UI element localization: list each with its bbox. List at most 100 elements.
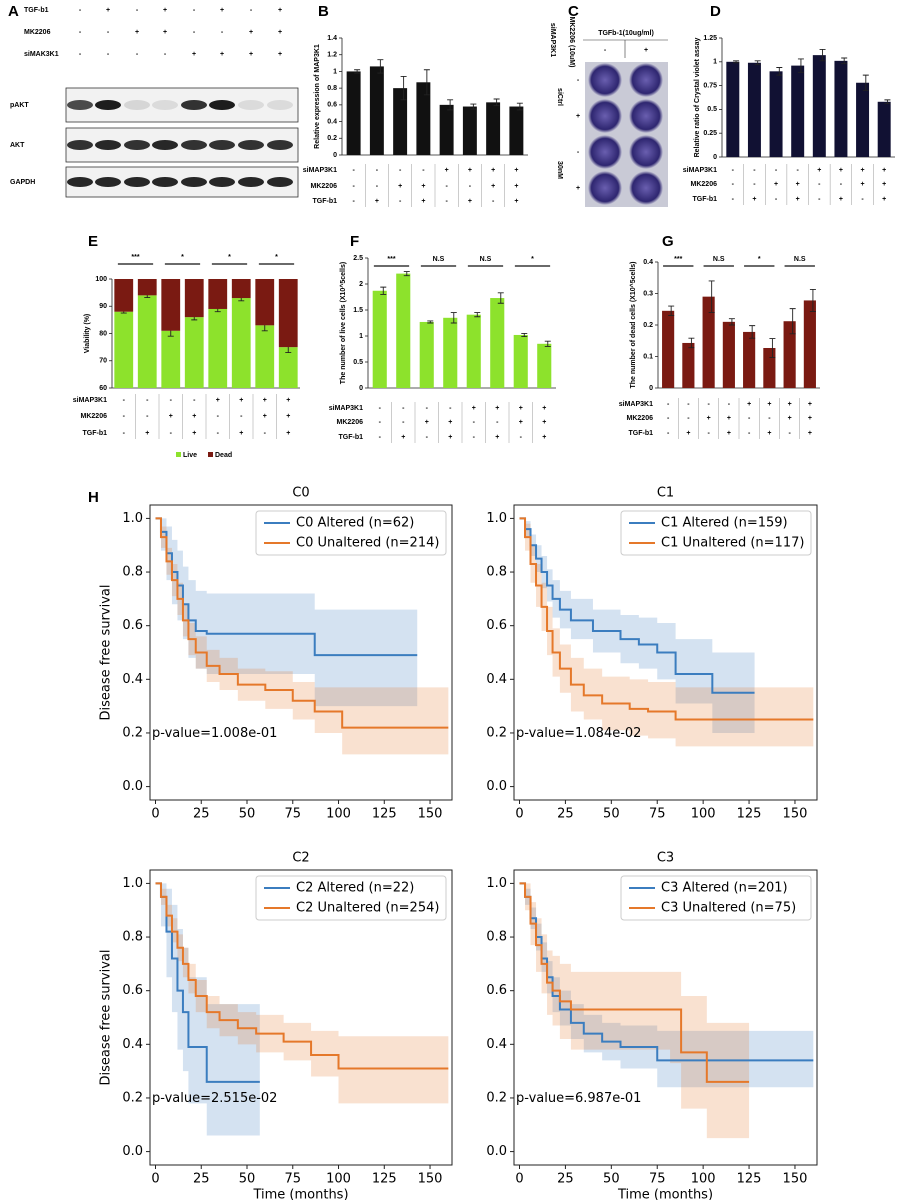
x-tick-label: 150 [418, 1172, 443, 1187]
error-bar [708, 280, 715, 313]
condition-sign: + [491, 183, 495, 190]
confidence-band [519, 883, 750, 1139]
panel-label: D [710, 3, 721, 20]
condition-sign: + [495, 434, 499, 441]
x-tick-label: 75 [284, 1172, 301, 1187]
well [629, 63, 663, 97]
error-bar [493, 98, 500, 107]
condition-sign: + [767, 430, 771, 437]
well [588, 99, 622, 133]
plate-column-label: TGFb-1(10ug/ml) [598, 30, 654, 37]
condition-sign: - [164, 51, 167, 58]
condition-sign: - [687, 415, 690, 422]
survival-line [519, 517, 755, 694]
plate-row: + [576, 185, 580, 192]
condition-sign: - [264, 430, 267, 437]
error-bar [754, 60, 761, 66]
bar [834, 60, 848, 157]
annotation: p-value=1.008e-01 [152, 726, 277, 741]
confidence-band [155, 518, 449, 755]
significance-label: N.S [433, 256, 445, 263]
error-bar [400, 75, 407, 101]
band [95, 140, 121, 150]
bar [726, 61, 740, 157]
condition-name: MK2206 [627, 415, 654, 422]
condition-sign: + [468, 198, 472, 205]
significance-label: * [758, 256, 761, 263]
plot-frame [149, 869, 453, 1166]
legend-box [255, 875, 447, 921]
band [267, 100, 293, 110]
bar-segment [114, 311, 134, 388]
condition-sign: + [425, 419, 429, 426]
panel-label: C [568, 3, 579, 20]
condition-sign: + [514, 167, 518, 174]
condition-sign: - [352, 198, 355, 205]
bar [443, 317, 458, 388]
legend-label: C0 Altered (n=62) [296, 516, 414, 531]
condition-name: siMAP3K1 [683, 167, 717, 174]
error-bar [474, 312, 481, 318]
plot-frame [149, 504, 453, 801]
y-tick-label: 90 [99, 303, 107, 310]
y-tick-label: 0.75 [703, 82, 717, 89]
bar-segment [184, 279, 204, 318]
band [238, 177, 264, 187]
y-tick-label: 0.25 [703, 130, 717, 137]
x-tick-label: 50 [603, 807, 620, 822]
y-axis-label: Disease free survival [99, 950, 114, 1086]
band [152, 100, 178, 110]
condition-sign: - [399, 198, 402, 205]
chart-title: C1 [657, 486, 674, 501]
band [267, 140, 293, 150]
condition-sign: - [748, 415, 751, 422]
condition-sign: + [192, 51, 196, 58]
y-tick-label: 0.4 [327, 118, 337, 125]
plot-frame [513, 504, 818, 801]
condition-sign: + [278, 7, 282, 14]
condition-sign: - [492, 198, 495, 205]
condition-sign: - [136, 7, 139, 14]
y-tick-label: 1 [333, 68, 337, 75]
bar-segment [208, 279, 228, 309]
condition-name: siMAK3K1 [24, 51, 59, 58]
y-tick-label: 0.3 [643, 290, 653, 297]
bar-segment [255, 279, 275, 326]
condition-sign: - [768, 415, 771, 422]
y-tick-label: 0.4 [643, 259, 653, 266]
condition-sign: - [445, 183, 448, 190]
y-tick-label: 0.8 [486, 930, 507, 945]
bar [877, 101, 891, 157]
condition-sign: - [193, 29, 196, 36]
band [238, 100, 264, 110]
plate-row: - [577, 149, 580, 156]
legend-label: Dead [215, 452, 232, 459]
annotation: p-value=1.084e-02 [516, 726, 641, 741]
band [95, 177, 121, 187]
band [209, 140, 235, 150]
condition-sign: + [774, 181, 778, 188]
bar-segment [137, 279, 157, 296]
x-tick-label: 100 [691, 807, 716, 822]
condition-sign: + [788, 415, 792, 422]
condition-name: TGF-b1 [339, 434, 364, 441]
condition-sign: - [788, 430, 791, 437]
condition-sign: + [495, 405, 499, 412]
condition-sign: + [375, 198, 379, 205]
bar [763, 347, 776, 388]
y-tick-label: 1.0 [122, 876, 143, 891]
condition-sign: + [808, 430, 812, 437]
y-tick-label: 60 [99, 385, 107, 392]
condition-sign: - [123, 413, 126, 420]
confidence-band [155, 518, 418, 707]
condition-sign: + [788, 401, 792, 408]
survival-line [155, 517, 418, 657]
condition-name: TGF-b1 [629, 430, 654, 437]
bar-segment [231, 279, 251, 299]
y-tick-label: 0.2 [122, 1090, 143, 1105]
band [152, 140, 178, 150]
condition-sign: - [687, 401, 690, 408]
significance-label: * [275, 254, 278, 261]
bar [509, 106, 524, 155]
plate-row: + [576, 113, 580, 120]
